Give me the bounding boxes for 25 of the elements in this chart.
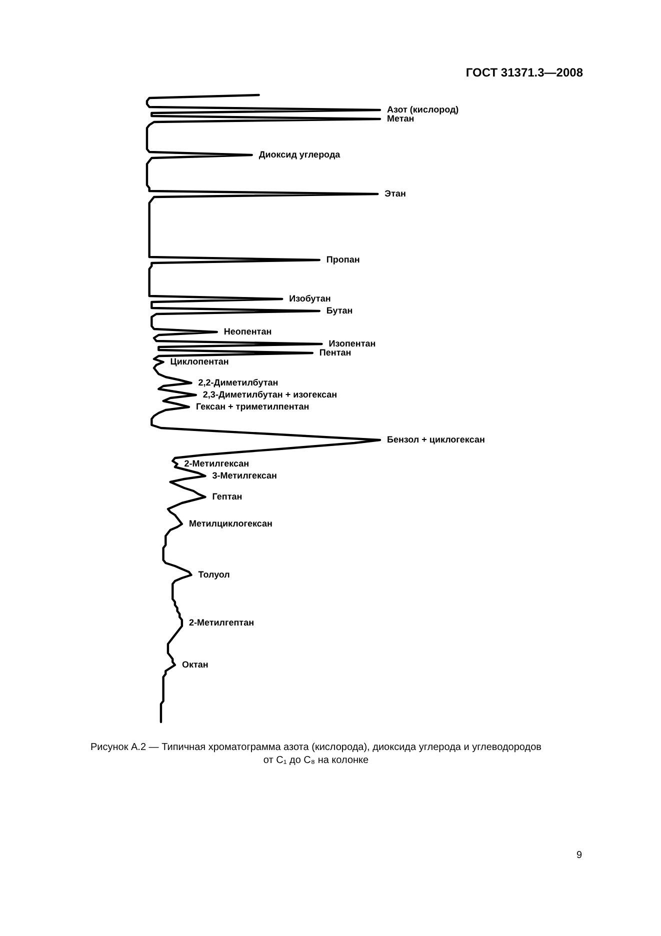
y-tick-label: Гексан + триметилпентан xyxy=(196,401,310,412)
text: Рисунок А.2 — Типичная хроматограмма азота (кислорода), диоксида углерода и углеводородов от C₁ до C₈ на колонке xyxy=(90,742,542,766)
y-tick-label: 2,2-Диметилбутан xyxy=(198,377,278,388)
y-tick-label: Азот (кислород) xyxy=(387,104,459,114)
text: 9 xyxy=(576,850,582,861)
y-tick-label: 2-Метилгептан xyxy=(188,617,254,628)
y-tick-label: Метан xyxy=(387,113,414,124)
y-tick-label: 3-Метилгексан xyxy=(212,470,277,480)
y-tick-label: Бензол + циклогексан xyxy=(387,434,485,444)
y-tick-label: Этан xyxy=(384,188,406,198)
y-tick-label: Неопентан xyxy=(224,326,272,336)
y-tick-label: Толуол xyxy=(198,569,230,580)
y-tick-label: Циклопентан xyxy=(170,356,229,366)
y-tick-label: Пентан xyxy=(319,347,352,358)
y-tick-label: Бутан xyxy=(326,305,353,316)
y-tick-label: Изопентан xyxy=(328,338,376,348)
y-tick-label: 2-Метилгексан xyxy=(184,458,250,468)
y-tick-label: Диоксид углерода xyxy=(258,149,342,160)
text: ГОСТ 31371.3—2008 xyxy=(466,65,584,80)
y-tick-label: Изобутан xyxy=(289,293,331,304)
y-tick-label: Метилциклогексан xyxy=(188,518,272,528)
y-tick-label: Октан xyxy=(182,659,208,670)
y-tick-label: Пропан xyxy=(326,254,360,264)
y-tick-label: Гептан xyxy=(212,491,242,502)
y-tick-label: 2,3-Диметилбутан + изогексан xyxy=(202,389,338,400)
